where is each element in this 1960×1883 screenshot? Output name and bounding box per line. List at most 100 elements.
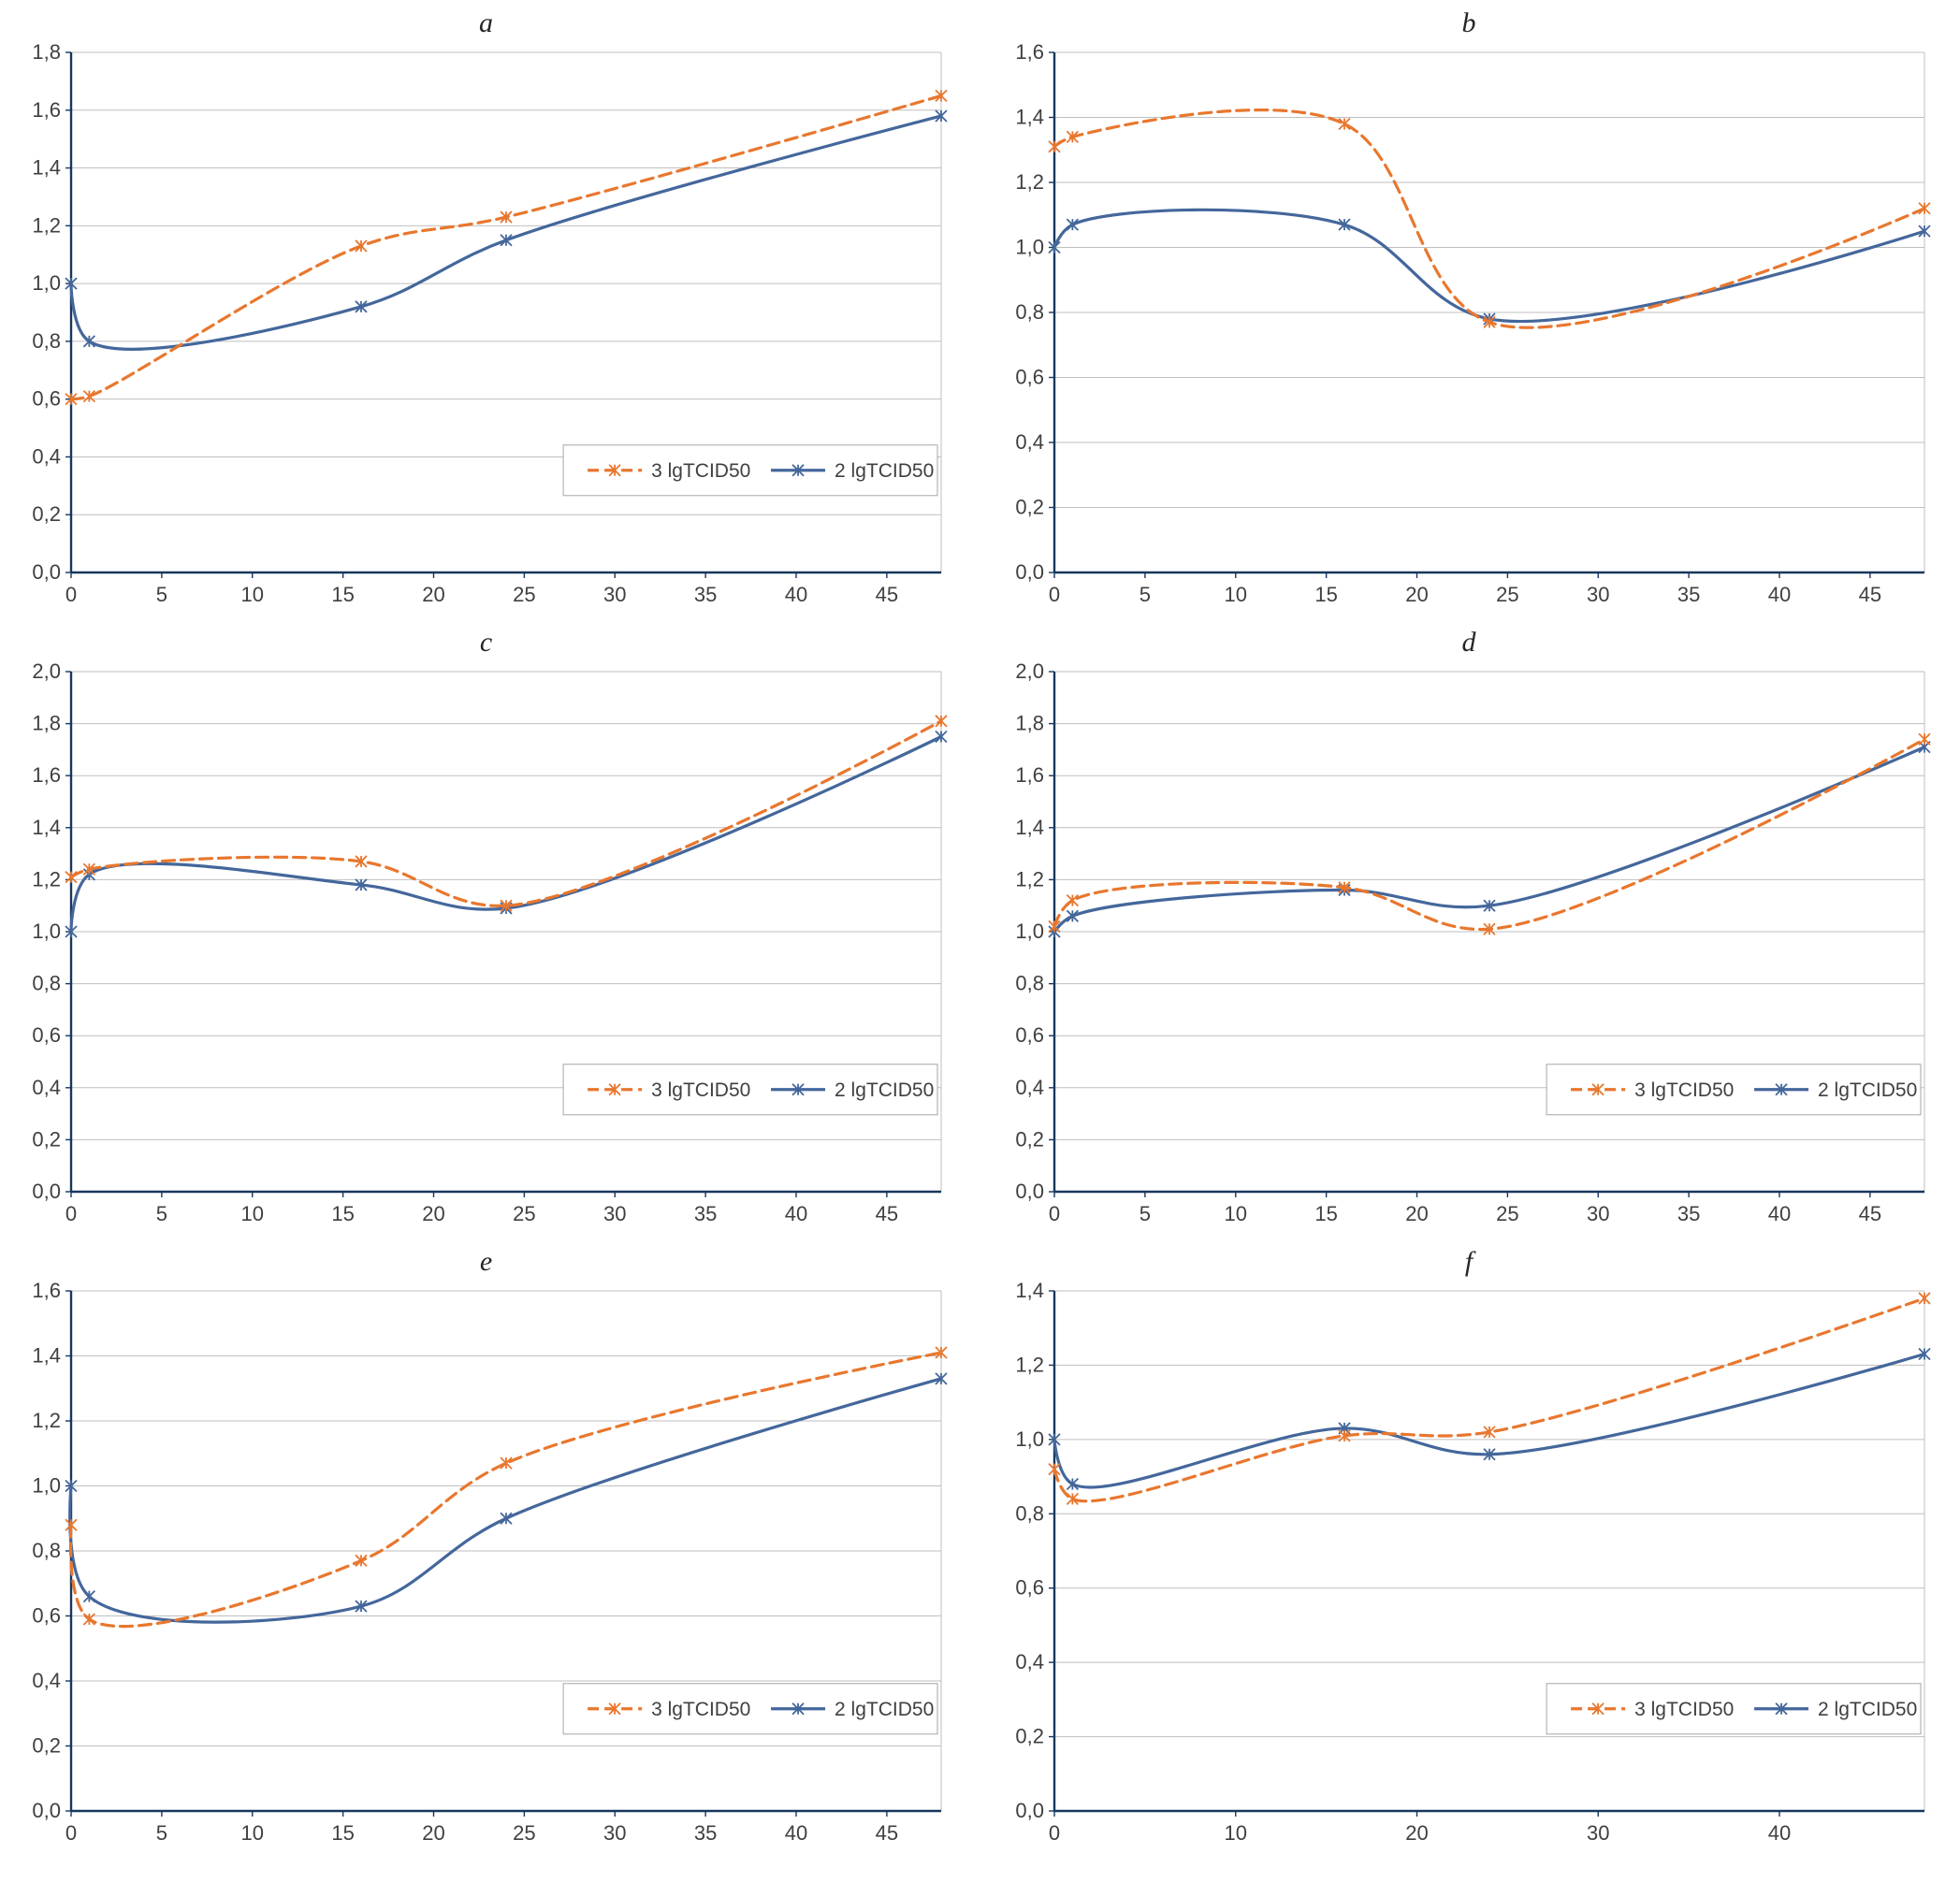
svg-text:20: 20 bbox=[1405, 1202, 1428, 1225]
chart-a-plot: 0,0 0,2 0,4 0,6 0,8 1,0 1,2 1,4 1,6 1,8 0 5 10 15 20 25… bbox=[32, 40, 948, 606]
svg-text:0,8: 0,8 bbox=[1015, 300, 1044, 324]
svg-text:0,2: 0,2 bbox=[1015, 1127, 1044, 1151]
svg-text:3 lgTCID50: 3 lgTCID50 bbox=[1634, 1699, 1734, 1720]
svg-text:0,6: 0,6 bbox=[32, 1023, 61, 1047]
svg-text:30: 30 bbox=[603, 1202, 626, 1225]
svg-text:1,4: 1,4 bbox=[1015, 816, 1044, 839]
svg-text:0,0: 0,0 bbox=[32, 1799, 61, 1822]
svg-text:5: 5 bbox=[1139, 1202, 1150, 1225]
svg-text:25: 25 bbox=[513, 1202, 535, 1225]
svg-text:0,6: 0,6 bbox=[1015, 366, 1044, 389]
svg-text:1,4: 1,4 bbox=[32, 1344, 61, 1368]
svg-text:45: 45 bbox=[876, 1202, 898, 1225]
svg-text:1,6: 1,6 bbox=[32, 763, 61, 787]
svg-text:0,8: 0,8 bbox=[32, 329, 61, 353]
svg-text:1,2: 1,2 bbox=[32, 867, 61, 891]
svg-text:40: 40 bbox=[1767, 1821, 1790, 1845]
svg-text:3 lgTCID50: 3 lgTCID50 bbox=[651, 460, 750, 482]
svg-text:35: 35 bbox=[694, 1202, 717, 1225]
svg-text:1,6: 1,6 bbox=[32, 1279, 61, 1302]
svg-text:40: 40 bbox=[785, 1202, 807, 1225]
svg-text:0,0: 0,0 bbox=[1015, 1180, 1044, 1203]
svg-text:15: 15 bbox=[331, 1821, 354, 1845]
svg-text:3 lgTCID50: 3 lgTCID50 bbox=[1634, 1079, 1734, 1101]
svg-text:1,0: 1,0 bbox=[32, 271, 61, 295]
svg-text:1,8: 1,8 bbox=[1015, 712, 1044, 735]
svg-text:5: 5 bbox=[156, 1202, 167, 1225]
svg-text:1,6: 1,6 bbox=[1015, 40, 1044, 64]
chart-panel-e: e 0,0 0,2 0,4 0,6 0,8 1,0 1,2 1,4 1,6 0 5 10 15 20 25 3… bbox=[11, 1246, 961, 1852]
svg-text:1,0: 1,0 bbox=[1015, 236, 1044, 259]
chart-title-c: c bbox=[479, 627, 493, 658]
svg-text:45: 45 bbox=[1858, 1202, 1880, 1225]
svg-text:35: 35 bbox=[1677, 1202, 1699, 1225]
svg-text:20: 20 bbox=[1405, 583, 1428, 606]
svg-text:0,6: 0,6 bbox=[1015, 1023, 1044, 1047]
chart-d-plot: 0,0 0,2 0,4 0,6 0,8 1,0 1,2 1,4 1,6 1,8 2,0 0 5 10 15 2… bbox=[1015, 659, 1931, 1225]
svg-text:10: 10 bbox=[1224, 583, 1246, 606]
svg-text:2,0: 2,0 bbox=[1015, 659, 1044, 683]
svg-text:1,2: 1,2 bbox=[32, 213, 61, 237]
svg-text:15: 15 bbox=[331, 583, 354, 606]
svg-text:30: 30 bbox=[603, 583, 626, 606]
svg-text:0,8: 0,8 bbox=[1015, 972, 1044, 995]
svg-text:1,4: 1,4 bbox=[32, 156, 61, 180]
svg-text:0,2: 0,2 bbox=[32, 1127, 61, 1151]
svg-text:45: 45 bbox=[1858, 583, 1880, 606]
svg-text:40: 40 bbox=[785, 1821, 807, 1845]
svg-text:1,2: 1,2 bbox=[32, 1409, 61, 1432]
svg-text:0,4: 0,4 bbox=[32, 1669, 61, 1692]
svg-text:10: 10 bbox=[241, 583, 264, 606]
svg-text:1,8: 1,8 bbox=[32, 712, 61, 735]
svg-text:2 lgTCID50: 2 lgTCID50 bbox=[835, 460, 934, 482]
svg-text:30: 30 bbox=[603, 1821, 626, 1845]
svg-text:2 lgTCID50: 2 lgTCID50 bbox=[835, 1079, 934, 1101]
svg-text:3 lgTCID50: 3 lgTCID50 bbox=[651, 1079, 750, 1101]
svg-text:35: 35 bbox=[1677, 583, 1699, 606]
chart-panel-a: a 0,0 0,2 0,4 0,6 0,8 1,0 1,2 1,4 1,6 1,8 0 5 10 15 20… bbox=[11, 7, 961, 614]
chart-title-d: d bbox=[1461, 627, 1476, 658]
svg-text:25: 25 bbox=[513, 1821, 535, 1845]
svg-text:40: 40 bbox=[1767, 583, 1790, 606]
svg-text:1,4: 1,4 bbox=[1015, 1279, 1044, 1302]
svg-text:35: 35 bbox=[694, 583, 717, 606]
chart-panel-b: b 0,0 0,2 0,4 0,6 0,8 1,0 1,2 1,4 1,6 0 5 10 15 20 25 3… bbox=[995, 7, 1944, 614]
svg-text:15: 15 bbox=[1314, 583, 1337, 606]
svg-text:0: 0 bbox=[1048, 1821, 1059, 1845]
svg-text:1,2: 1,2 bbox=[1015, 170, 1044, 194]
svg-text:0,4: 0,4 bbox=[1015, 430, 1044, 454]
svg-text:5: 5 bbox=[156, 1821, 167, 1845]
chart-title-b: b bbox=[1461, 7, 1476, 38]
svg-text:1,6: 1,6 bbox=[1015, 763, 1044, 787]
chart-panel-f: f 0,0 0,2 0,4 0,6 0,8 1,0 1,2 1,4 0 10 20 30 40 3 lgT… bbox=[995, 1246, 1944, 1852]
svg-text:2,0: 2,0 bbox=[32, 659, 61, 683]
svg-text:0: 0 bbox=[65, 1821, 77, 1845]
svg-text:30: 30 bbox=[1587, 1821, 1609, 1845]
svg-text:30: 30 bbox=[1587, 583, 1609, 606]
chart-e-plot: 0,0 0,2 0,4 0,6 0,8 1,0 1,2 1,4 1,6 0 5 10 15 20 25 30 3… bbox=[32, 1279, 948, 1845]
svg-text:2 lgTCID50: 2 lgTCID50 bbox=[1818, 1079, 1917, 1101]
svg-text:10: 10 bbox=[1224, 1202, 1246, 1225]
svg-text:1,0: 1,0 bbox=[32, 920, 61, 943]
chart-title-a: a bbox=[479, 7, 493, 38]
svg-text:15: 15 bbox=[331, 1202, 354, 1225]
svg-text:20: 20 bbox=[422, 1821, 444, 1845]
svg-text:1,4: 1,4 bbox=[1015, 106, 1044, 129]
svg-text:45: 45 bbox=[876, 1821, 898, 1845]
svg-text:1,8: 1,8 bbox=[32, 40, 61, 64]
svg-text:0,0: 0,0 bbox=[1015, 560, 1044, 584]
svg-text:5: 5 bbox=[156, 583, 167, 606]
svg-text:0,8: 0,8 bbox=[32, 972, 61, 995]
svg-text:10: 10 bbox=[241, 1821, 264, 1845]
svg-text:0: 0 bbox=[65, 1202, 77, 1225]
chart-panel-d: d 0,0 0,2 0,4 0,6 0,8 1,0 1,2 1,4 1,6 1,8 2,0 0 5 10 1… bbox=[995, 627, 1944, 1233]
svg-text:0,4: 0,4 bbox=[32, 444, 61, 468]
svg-text:20: 20 bbox=[422, 583, 444, 606]
svg-text:35: 35 bbox=[694, 1821, 717, 1845]
svg-text:45: 45 bbox=[876, 583, 898, 606]
svg-text:2 lgTCID50: 2 lgTCID50 bbox=[835, 1699, 934, 1720]
chart-title-e: e bbox=[479, 1246, 493, 1277]
svg-text:25: 25 bbox=[1496, 1202, 1518, 1225]
chart-b-plot: 0,0 0,2 0,4 0,6 0,8 1,0 1,2 1,4 1,6 0 5 10 15 20 25 30 3… bbox=[1015, 40, 1931, 606]
